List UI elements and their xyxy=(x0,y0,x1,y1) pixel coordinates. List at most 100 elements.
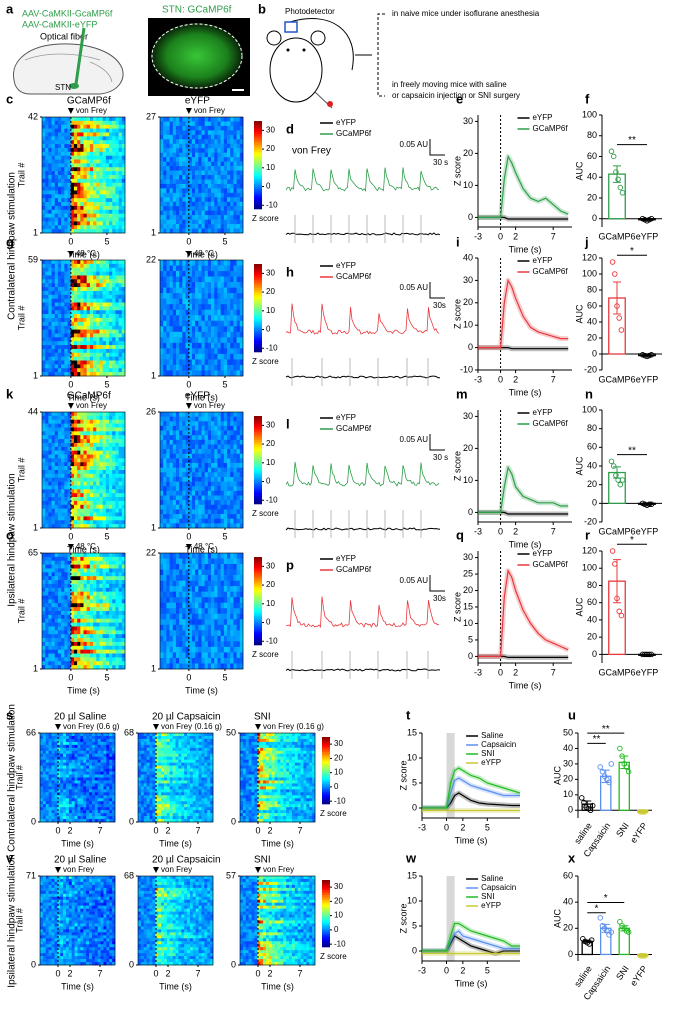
heatmap-cell xyxy=(217,170,221,176)
heatmap-cell xyxy=(77,368,81,373)
heatmap-cell xyxy=(102,321,107,327)
heatmap-cell xyxy=(160,161,164,167)
heatmap-cell xyxy=(175,342,180,349)
x-axis-label: Time (s) xyxy=(509,387,542,397)
heatmap-cell xyxy=(73,415,78,421)
mouse-eye xyxy=(302,48,306,52)
heatmap-cell xyxy=(57,329,62,334)
heatmap-cell xyxy=(182,331,186,338)
colorbar-slice xyxy=(254,138,262,142)
heatmap-cell xyxy=(45,580,49,585)
heatmap-cell xyxy=(230,265,234,272)
heatmap-cell xyxy=(169,170,174,176)
heatmap-cell xyxy=(70,341,75,346)
heatmap-cell xyxy=(70,477,75,482)
heatmap-cell xyxy=(105,283,110,288)
heatmap-cell xyxy=(105,221,110,226)
heatmap-cell xyxy=(86,439,91,444)
heatmap-cell xyxy=(201,157,205,162)
heatmap-cell xyxy=(239,210,244,216)
heatmap-cell xyxy=(73,190,78,195)
heatmap-cell xyxy=(227,337,231,344)
heatmap-cell xyxy=(121,302,126,307)
heatmap-cell xyxy=(227,458,231,464)
heatmap-cell xyxy=(118,477,123,482)
heatmap-cell xyxy=(115,132,119,137)
heatmap-cell xyxy=(80,194,84,199)
heatmap-cell xyxy=(45,560,49,565)
heatmap-cell xyxy=(109,229,113,234)
heatmap-cell xyxy=(51,217,56,222)
heatmap-cell xyxy=(195,353,199,360)
heatmap-cell xyxy=(51,431,56,436)
heatmap-cell xyxy=(118,171,123,176)
heatmap-cell xyxy=(45,120,49,126)
heatmap-cell xyxy=(223,425,228,431)
heatmap-cell xyxy=(185,467,190,473)
heatmap-cell xyxy=(64,178,68,184)
heatmap-cell xyxy=(182,309,186,316)
heatmap-cell xyxy=(73,504,78,509)
heatmap-cell xyxy=(42,341,46,346)
heatmap-cell xyxy=(166,282,170,288)
heatmap-cell xyxy=(211,282,215,288)
heatmap-cell xyxy=(80,466,84,471)
heatmap-cell xyxy=(236,331,241,338)
heatmap-cell xyxy=(236,353,241,360)
heatmap-cell xyxy=(48,512,52,517)
heatmap-cell xyxy=(83,178,87,184)
heatmap-cell xyxy=(179,331,183,338)
heatmap-cell xyxy=(51,310,56,315)
heatmap-cell xyxy=(121,263,126,269)
heatmap-cell xyxy=(45,435,49,440)
heatmap-cell xyxy=(198,197,202,203)
y-tick-label: 20 xyxy=(463,297,473,307)
heatmap-cell xyxy=(163,157,167,162)
heatmap-cell xyxy=(185,458,190,464)
heatmap-cell xyxy=(48,364,52,369)
heatmap-cell xyxy=(166,206,170,211)
heatmap-cell xyxy=(93,427,97,432)
heatmap-cell xyxy=(96,117,100,122)
heatmap-cell xyxy=(118,485,123,490)
heatmap-cell xyxy=(96,442,100,448)
heatmap-cell xyxy=(61,348,65,354)
data-point xyxy=(608,148,615,155)
x-tick-label: 0 xyxy=(68,379,73,389)
heatmap-cell xyxy=(112,524,116,529)
heatmap-cell xyxy=(61,439,65,444)
heatmap-cell xyxy=(61,576,65,581)
heatmap-cell xyxy=(223,481,228,487)
heatmap-cell xyxy=(64,372,68,377)
heatmap-cell xyxy=(70,178,75,184)
heatmap-cell xyxy=(73,217,78,222)
heatmap-cell xyxy=(89,302,94,307)
heatmap-cell xyxy=(182,444,186,450)
colorbar-slice xyxy=(254,134,262,137)
y-tick-label: 30 xyxy=(463,116,473,126)
heatmap-cell xyxy=(230,117,234,122)
heatmap-cell xyxy=(80,190,84,195)
legend-label: GCaMP6f xyxy=(336,129,372,138)
heatmap-cell xyxy=(198,421,202,427)
heatmap-cell xyxy=(105,318,110,323)
heatmap-cell xyxy=(48,500,52,506)
heatmap-cell xyxy=(77,151,81,156)
heatmap-cell xyxy=(57,271,62,276)
heatmap-cell xyxy=(191,449,196,455)
heatmap-cell xyxy=(182,157,186,162)
heatmap-cell xyxy=(73,221,78,226)
heatmap-cell xyxy=(54,294,59,299)
heatmap-cell xyxy=(51,298,56,303)
heatmap-cell xyxy=(112,271,116,276)
heatmap-cell xyxy=(89,198,94,203)
heatmap-cell xyxy=(51,372,56,377)
heatmap-cell xyxy=(42,306,46,311)
heatmap-cell xyxy=(214,192,218,198)
heatmap-cell xyxy=(77,576,81,581)
heatmap-cell xyxy=(93,580,97,585)
heatmap-cell xyxy=(99,524,103,529)
heatmap-cell xyxy=(195,152,199,158)
heatmap-cell xyxy=(185,219,190,225)
heatmap-cell xyxy=(118,298,123,303)
